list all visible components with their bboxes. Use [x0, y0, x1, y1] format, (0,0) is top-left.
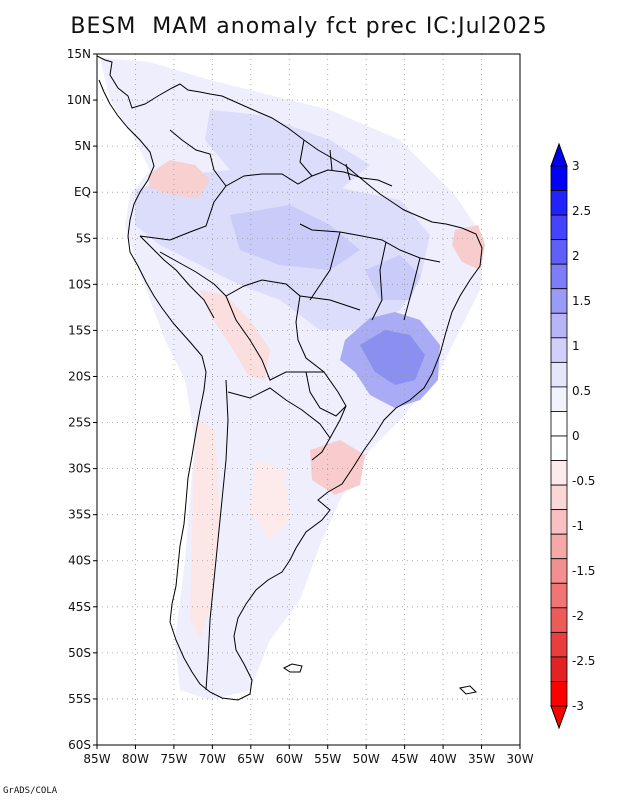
lat-label: 5N — [74, 139, 91, 153]
lat-label: 25S — [68, 416, 91, 430]
colorbar-label: -1.5 — [572, 564, 595, 578]
lon-label: 85W — [83, 752, 110, 766]
colorbar-segment — [550, 582, 568, 609]
border-paraguay — [305, 371, 347, 417]
border-guianas — [299, 139, 351, 181]
lat-label: 55S — [68, 692, 91, 706]
lat-label: 30S — [68, 462, 91, 476]
lat-label: 15S — [68, 323, 91, 337]
colorbar-segment — [550, 656, 568, 682]
lat-label: EQ — [74, 185, 91, 199]
colorbar-segment — [550, 607, 568, 633]
south-america-coast — [97, 55, 483, 701]
lat-label: 40S — [68, 554, 91, 568]
lon-label: 35W — [468, 752, 495, 766]
colorbar-segment — [550, 631, 568, 658]
shade-argentina-dry — [250, 460, 290, 540]
lon-label: 75W — [160, 752, 187, 766]
longitude-labels: 85W 80W 75W 70W 65W 60W 55W 50W 45W 40W 35W 30W — [83, 745, 534, 766]
footer-credit: GrADS/COLA — [3, 786, 58, 796]
lat-label: 45S — [68, 600, 91, 614]
border-amazon-north — [139, 169, 393, 241]
colorbar-segment — [550, 239, 568, 265]
lon-label: 65W — [237, 752, 264, 766]
shade-colombia-dry — [148, 160, 210, 198]
colorbar-segment — [550, 484, 568, 511]
colorbar-segment — [550, 361, 568, 388]
border-argentina-north — [227, 387, 331, 461]
colorbar-segment — [550, 263, 568, 290]
lon-label: 45W — [391, 752, 418, 766]
lon-label: 80W — [122, 752, 149, 766]
border-peru-ecuador — [139, 235, 215, 319]
colorbar-label: 1 — [572, 339, 580, 353]
lat-label: 10N — [67, 93, 91, 107]
coastlines-and-borders — [97, 55, 483, 701]
colorbar-label: -2 — [572, 609, 584, 623]
border-brazil-states — [299, 223, 441, 321]
border-argentina-chile — [205, 379, 229, 691]
colorbar-segment — [550, 509, 568, 535]
lat-label: 35S — [68, 508, 91, 522]
colorbar-label: 2 — [572, 249, 580, 263]
colorbar-segment — [550, 214, 568, 241]
colorbar-segment — [550, 558, 568, 584]
colorbar-label: 0 — [572, 429, 580, 443]
lat-label: 20S — [68, 369, 91, 383]
lon-label: 55W — [314, 752, 341, 766]
shade-central-mid — [230, 205, 360, 270]
latitude-labels: 15N 10N 5N EQ 5S 10S 15S 20S 25S 30S 35S 40S 45S 50S 5… — [67, 47, 97, 752]
graticule — [97, 54, 520, 745]
colorbar-segment — [550, 411, 568, 437]
south-georgia — [458, 685, 478, 695]
colorbar-segment — [550, 337, 568, 363]
colorbar: 3 2.5 2 1.5 1 0.5 0 -0.5 -1 -1.5 -2 -2.5 -3 — [550, 142, 595, 730]
shade-chile-dry — [190, 420, 220, 640]
border-colombia-venezuela — [169, 129, 227, 187]
shade-uruguay-dry — [310, 440, 365, 495]
colorbar-label: -2.5 — [572, 654, 595, 668]
lon-label: 60W — [276, 752, 303, 766]
colorbar-segment — [550, 312, 568, 339]
lon-label: 50W — [353, 752, 380, 766]
lat-label: 10S — [68, 277, 91, 291]
colorbar-label: 3 — [572, 159, 580, 173]
lon-label: 40W — [430, 752, 457, 766]
border-bolivia — [225, 295, 324, 381]
lon-label: 70W — [199, 752, 226, 766]
colorbar-label: -1 — [572, 519, 584, 533]
anomaly-shading — [100, 58, 485, 700]
colorbar-label: 1.5 — [572, 294, 591, 308]
colorbar-segment — [550, 165, 568, 191]
colorbar-segment — [550, 288, 568, 314]
colorbar-max-arrow — [550, 142, 568, 167]
lat-label: 50S — [68, 646, 91, 660]
colorbar-segment — [550, 190, 568, 216]
map-frame — [96, 53, 521, 746]
map-title: BESM MAM anomaly fct prec IC:Jul2025 — [70, 14, 548, 39]
falklands — [283, 663, 303, 673]
colorbar-label: -0.5 — [572, 474, 595, 488]
lat-label: 5S — [76, 231, 91, 245]
colorbar-label: -3 — [572, 699, 584, 713]
colorbar-min-arrow — [550, 705, 568, 730]
lon-label: 30W — [506, 752, 533, 766]
colorbar-segment — [550, 681, 568, 707]
lat-label: 60S — [68, 738, 91, 752]
colorbar-segment — [550, 435, 568, 461]
shade-southeast-core — [360, 330, 425, 385]
shade-east-mid — [365, 255, 420, 300]
colorbar-segment — [550, 533, 568, 560]
colorbar-segment — [550, 386, 568, 412]
colorbar-segment — [550, 460, 568, 486]
lat-label: 15N — [67, 47, 91, 61]
shade-peru-dry — [200, 290, 270, 380]
colorbar-label: 0.5 — [572, 384, 591, 398]
colorbar-label: 2.5 — [572, 204, 591, 218]
